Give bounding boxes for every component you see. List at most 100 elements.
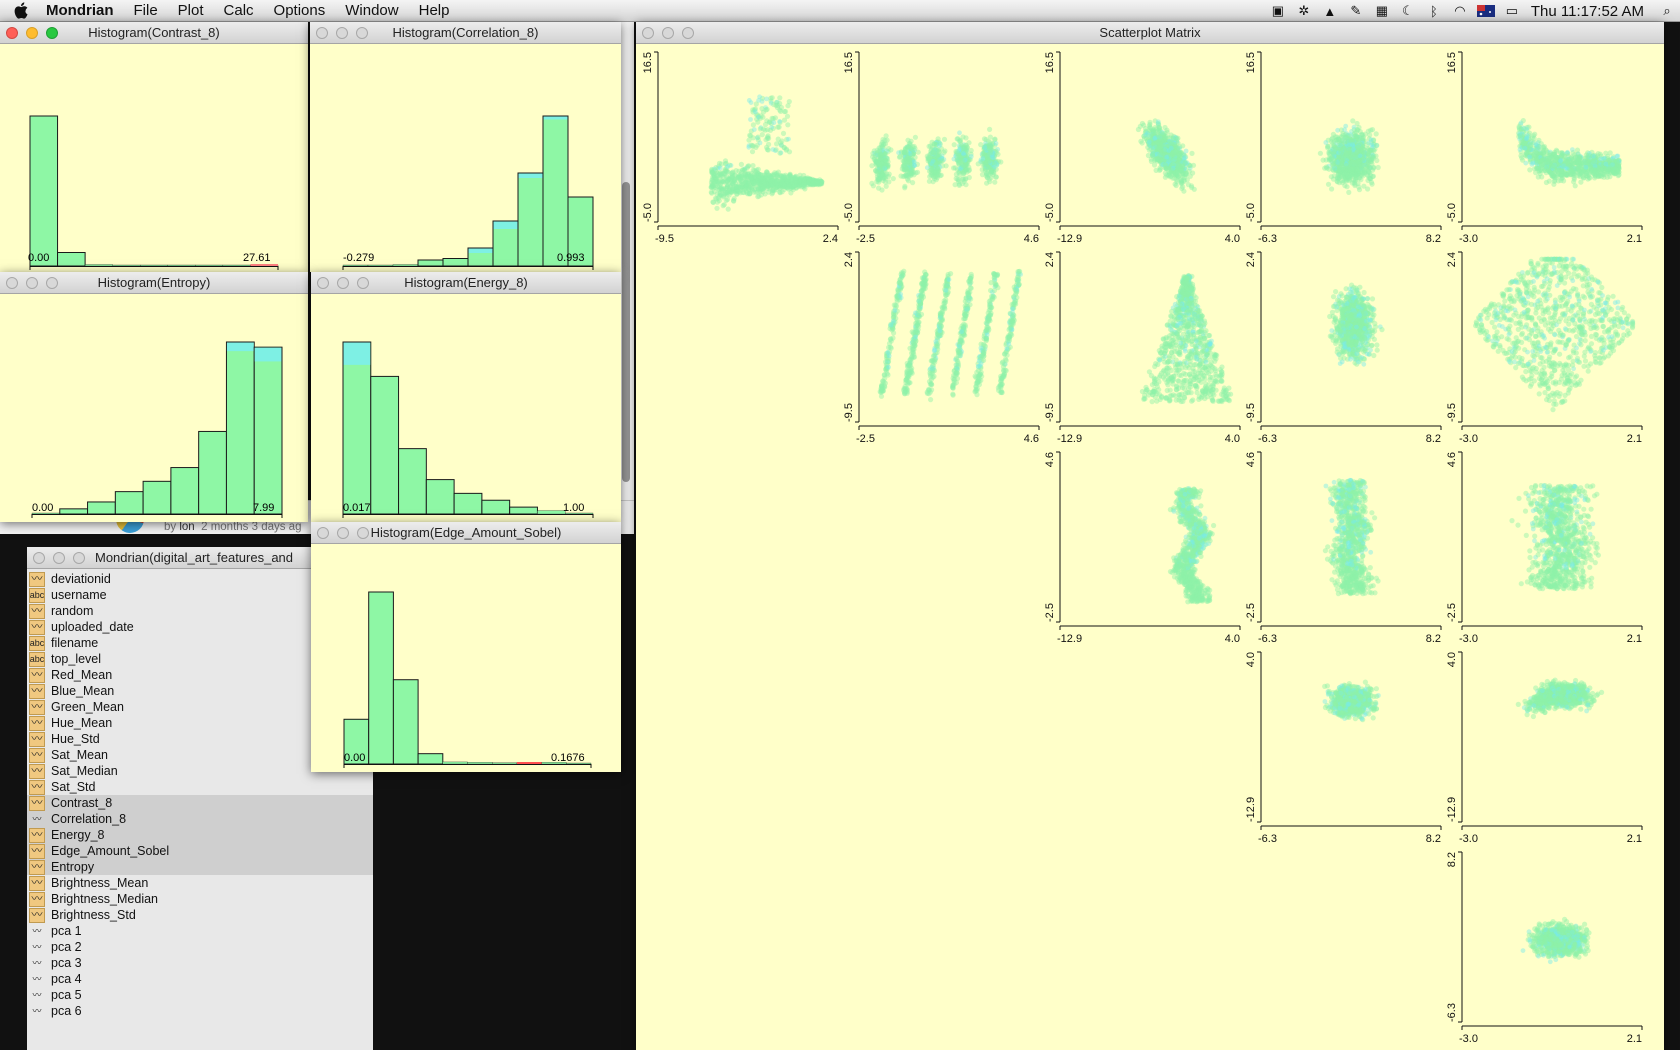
scatter-cell[interactable]: -6.3 8.2-5.016.5 (1245, 51, 1442, 245)
histogram-bar[interactable] (370, 375, 400, 515)
minimize-icon[interactable] (336, 27, 348, 39)
histogram-bar[interactable] (59, 508, 89, 515)
histogram-bar[interactable] (84, 264, 113, 267)
close-icon[interactable] (316, 27, 328, 39)
histogram-bar[interactable] (222, 264, 251, 267)
scatter-cell[interactable]: -2.5 4.6-5.016.5 (843, 51, 1040, 245)
zoom-icon[interactable] (46, 277, 58, 289)
drive-icon[interactable]: ▲ (1323, 3, 1337, 19)
menu-help[interactable]: Help (418, 1, 450, 19)
close-icon[interactable] (317, 527, 329, 539)
variable-item[interactable]: 〰 Blue_Mean (27, 683, 373, 699)
histogram-bar[interactable] (509, 506, 538, 515)
histogram-bar[interactable] (567, 196, 594, 267)
histogram-bar[interactable] (417, 259, 444, 267)
variable-item[interactable]: 〰 Hue_Mean (27, 715, 373, 731)
tools-icon[interactable]: ✎ (1350, 3, 1362, 18)
variable-item[interactable]: 〰 pca 5 (27, 987, 373, 1003)
variable-item[interactable]: abc filename (27, 635, 373, 651)
zoom-icon[interactable] (73, 552, 85, 564)
titlebar[interactable]: Histogram(Energy_8) (311, 272, 621, 294)
variable-item[interactable]: 〰 Entropy (27, 859, 373, 875)
histogram-bar[interactable] (342, 264, 369, 267)
variable-item[interactable]: 〰 Green_Mean (27, 699, 373, 715)
variable-item[interactable]: 〰 Edge_Amount_Sobel (27, 843, 373, 859)
flag-icon[interactable] (1473, 0, 1499, 22)
sync-icon[interactable]: ✲ (1298, 3, 1310, 18)
variable-item[interactable]: 〰 deviationid (27, 571, 373, 587)
background-scrollbar[interactable] (622, 182, 630, 482)
minimize-icon[interactable] (26, 277, 38, 289)
histogram-bar[interactable] (517, 172, 544, 267)
histogram-bar[interactable] (392, 679, 419, 765)
wifi-icon[interactable]: ◠ (1454, 3, 1466, 18)
variable-item[interactable]: 〰 Correlation_8 (27, 811, 373, 827)
minimize-icon[interactable] (26, 27, 38, 39)
zoom-icon[interactable] (357, 277, 369, 289)
histogram-bar[interactable] (492, 762, 518, 765)
close-icon[interactable] (642, 27, 654, 39)
histogram-bar[interactable] (342, 341, 372, 515)
variable-item[interactable]: 〰 Contrast_8 (27, 795, 373, 811)
variable-item[interactable]: 〰 Brightness_Mean (27, 875, 373, 891)
titlebar[interactable]: Scatterplot Matrix (636, 22, 1664, 44)
zoom-icon[interactable] (682, 27, 694, 39)
histogram-bar[interactable] (453, 492, 483, 515)
zoom-icon[interactable] (46, 27, 58, 39)
variable-item[interactable]: abc username (27, 587, 373, 603)
variable-item[interactable]: 〰 Energy_8 (27, 827, 373, 843)
histogram-bar[interactable] (142, 480, 172, 515)
histogram-contrast[interactable] (0, 44, 308, 272)
histogram-bar[interactable] (417, 753, 444, 765)
titlebar[interactable]: Mondrian(digital_art_features_and (27, 547, 373, 569)
histogram-bar[interactable] (398, 448, 427, 515)
histogram-bar[interactable] (481, 499, 511, 515)
variable-item[interactable]: 〰 uploaded_date (27, 619, 373, 635)
menu-extra-icon[interactable]: ▣ (1271, 3, 1284, 18)
spotlight-search-icon[interactable]: ⌕ (1663, 3, 1671, 18)
histogram-bar[interactable] (253, 346, 283, 515)
variable-item[interactable]: 〰 Brightness_Median (27, 891, 373, 907)
histogram-bar[interactable] (29, 115, 59, 267)
histogram-energy[interactable] (311, 294, 621, 522)
minimize-icon[interactable] (337, 277, 349, 289)
variable-item[interactable]: abc top_level (27, 651, 373, 667)
histogram-bar[interactable] (442, 258, 469, 267)
variable-item[interactable]: 〰 Sat_Median (27, 763, 373, 779)
histogram-entropy[interactable] (0, 294, 308, 522)
variable-item[interactable]: 〰 pca 4 (27, 971, 373, 987)
histogram-bar[interactable] (367, 264, 394, 267)
histogram-bar[interactable] (467, 762, 493, 765)
scatter-cell[interactable]: -2.5 4.6-9.52.4 (843, 251, 1040, 445)
close-icon[interactable] (6, 27, 18, 39)
titlebar[interactable]: Histogram(Entropy) (0, 272, 308, 294)
histogram-bar[interactable] (225, 341, 255, 515)
histogram-bar[interactable] (167, 264, 196, 267)
minimize-icon[interactable] (53, 552, 65, 564)
scatter-cell[interactable]: -12.9 4.0-5.016.5 (1044, 51, 1241, 245)
histogram-correlation[interactable] (310, 44, 621, 272)
menu-plot[interactable]: Plot (177, 1, 204, 19)
titlebar[interactable]: Histogram(Edge_Amount_Sobel) (311, 522, 621, 544)
apple-menu-icon[interactable] (14, 2, 36, 19)
titlebar[interactable]: Histogram(Contrast_8) (0, 22, 308, 44)
histogram-bar[interactable] (542, 115, 569, 267)
menu-calc[interactable]: Calc (223, 1, 254, 19)
histogram-bar[interactable] (368, 591, 394, 765)
close-icon[interactable] (33, 552, 45, 564)
variable-item[interactable]: 〰 Red_Mean (27, 667, 373, 683)
minimize-icon[interactable] (662, 27, 674, 39)
moon-icon[interactable]: ☾ (1402, 3, 1414, 18)
histogram-bar[interactable] (195, 264, 224, 267)
variable-item[interactable]: 〰 random (27, 603, 373, 619)
histogram-bar[interactable] (57, 252, 86, 267)
variable-item[interactable]: 〰 Hue_Std (27, 731, 373, 747)
zoom-icon[interactable] (357, 527, 369, 539)
menu-file[interactable]: File (133, 1, 158, 19)
histogram-bar[interactable] (112, 264, 141, 267)
variable-item[interactable]: 〰 pca 3 (27, 955, 373, 971)
menu-window[interactable]: Window (345, 1, 399, 19)
variable-item[interactable]: 〰 Sat_Std (27, 779, 373, 795)
zoom-icon[interactable] (356, 27, 368, 39)
histogram-bar[interactable] (170, 467, 200, 515)
